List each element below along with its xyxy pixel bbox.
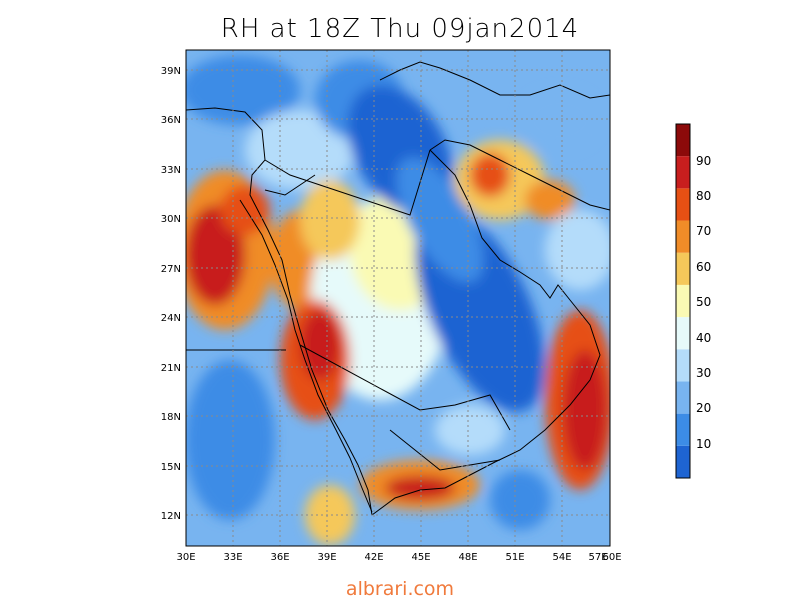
- colorbar-label-80: 80: [696, 189, 711, 203]
- colorbar-swatch: [676, 445, 690, 478]
- lon-tick-54e: 54E: [552, 552, 571, 563]
- colorbar-swatch: [676, 413, 690, 446]
- lon-tick-42e: 42E: [364, 552, 383, 563]
- colorbar-label-10: 10: [696, 437, 711, 451]
- colorbar-swatch: [676, 124, 690, 157]
- colorbar-swatch: [676, 317, 690, 350]
- lat-tick-36n: 36N: [161, 115, 181, 126]
- graticule: [186, 50, 610, 546]
- rh-field: [186, 50, 610, 546]
- colorbar-label-20: 20: [696, 401, 711, 415]
- footer-watermark: albrari.com: [345, 578, 455, 600]
- colorbar-swatch: [676, 252, 690, 285]
- lon-tick-57e: 57E: [588, 552, 607, 563]
- colorbar: [675, 123, 691, 479]
- lat-tick-39n: 39N: [161, 66, 181, 77]
- lon-tick-39e: 39E: [317, 552, 336, 563]
- coastlines: [186, 61, 610, 516]
- map-title: RH at 18Z Thu 09jan2014: [220, 14, 580, 44]
- colorbar-swatch: [676, 349, 690, 382]
- colorbar-label-30: 30: [696, 366, 711, 380]
- colorbar-label-70: 70: [696, 224, 711, 238]
- colorbar-label-40: 40: [696, 331, 711, 345]
- colorbar-label-60: 60: [696, 260, 711, 274]
- lat-tick-15n: 15N: [161, 462, 181, 473]
- lat-tick-21n: 21N: [161, 363, 181, 374]
- lat-tick-12n: 12N: [161, 511, 181, 522]
- lon-axis: 30E 33E 36E 39E 42E 45E 48E 51E 54E 57E …: [176, 552, 621, 563]
- lat-axis: 39N 36N 33N 30N 27N 24N 21N 18N 15N 12N: [161, 66, 181, 522]
- lat-tick-24n: 24N: [161, 313, 181, 324]
- lon-tick-60e: 60E: [602, 552, 621, 563]
- colorbar-border: [675, 123, 691, 479]
- colorbar-labels: 10 20 30 40 50 60 70 80 90: [696, 154, 711, 451]
- colorbar-swatch: [676, 284, 690, 318]
- colorbar-swatch: [676, 156, 690, 189]
- colorbar-swatch: [676, 220, 690, 253]
- lon-tick-33e: 33E: [223, 552, 242, 563]
- lon-tick-48e: 48E: [458, 552, 477, 563]
- lon-tick-45e: 45E: [411, 552, 430, 563]
- colorbar-label-50: 50: [696, 295, 711, 309]
- colorbar-swatch: [676, 188, 690, 221]
- map-border: [185, 49, 611, 547]
- lon-tick-51e: 51E: [505, 552, 524, 563]
- lat-tick-18n: 18N: [161, 412, 181, 423]
- colorbar-label-90: 90: [696, 154, 711, 168]
- lat-tick-27n: 27N: [161, 264, 181, 275]
- lon-tick-30e: 30E: [176, 552, 195, 563]
- colorbar-swatch: [676, 381, 690, 414]
- lat-tick-33n: 33N: [161, 165, 181, 176]
- lon-tick-36e: 36E: [270, 552, 289, 563]
- lat-tick-30n: 30N: [161, 214, 181, 225]
